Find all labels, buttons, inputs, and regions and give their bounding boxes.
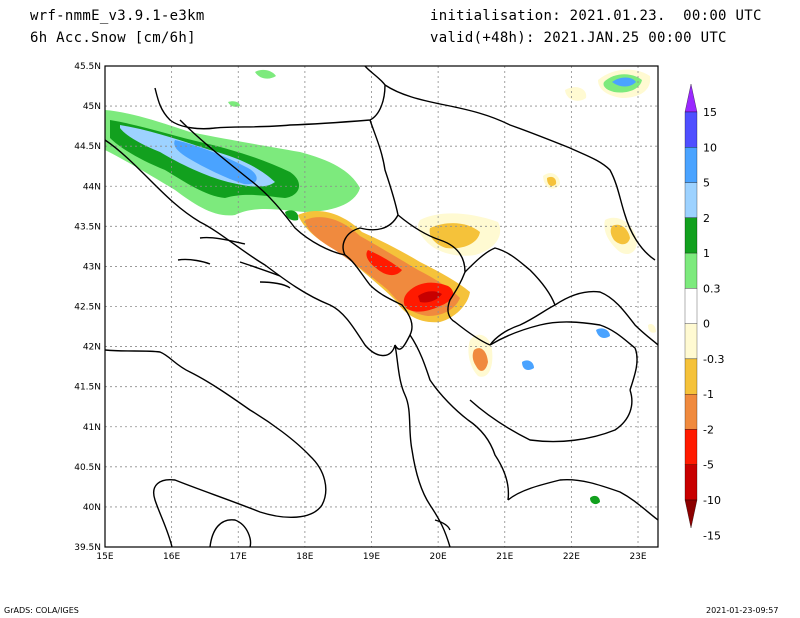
colorbar-label: 2: [703, 212, 710, 225]
lon-tick-label: 19E: [363, 552, 380, 562]
colorbar-label: -2: [703, 423, 714, 436]
colorbar-label: -0.3: [703, 353, 724, 366]
footer-right: 2021-01-23-09:57: [706, 606, 779, 615]
lat-tick-label: 40.5N: [74, 463, 101, 473]
lat-tick-label: 41.5N: [74, 383, 101, 393]
init-time: initialisation: 2021.01.23. 00:00 UTC: [430, 8, 762, 24]
colorbar-segment: [684, 147, 698, 183]
colorbar-segment: [684, 358, 698, 395]
lon-tick-label: 16E: [163, 552, 180, 562]
colorbar-label: 0.3: [703, 282, 721, 295]
lat-tick-label: 44.5N: [74, 142, 101, 152]
colorbar-segment: [684, 429, 698, 465]
colorbar-segment: [684, 182, 698, 218]
lon-tick-label: 23E: [629, 552, 646, 562]
variable-name: 6h Acc.Snow [cm/6h]: [30, 30, 196, 46]
coast-corfu: [434, 519, 451, 531]
colorbar: 15 10 5 2 1 0.3 0 -0.3 -1 -2 -5 -10 -15: [684, 83, 724, 542]
border-kosovo-east: [464, 247, 556, 346]
italy-coast: [105, 349, 327, 547]
adriatic-coast-east: [105, 139, 451, 547]
colorbar-label: 15: [703, 106, 717, 119]
latitude-labels: 45.5N 45N 44.5N 44N 43.5N 43N 42.5N 42N 41.5N 41N…: [74, 62, 101, 553]
island-4: [239, 261, 281, 277]
model-name: wrf-nmmE_v3.9.1-e3km: [30, 8, 205, 24]
lon-tick-label: 17E: [230, 552, 247, 562]
border-greece: [507, 478, 658, 521]
colorbar-label: 10: [703, 141, 717, 154]
border-kosovo-west: [397, 214, 491, 346]
island-2: [177, 258, 211, 265]
lat-tick-label: 44N: [83, 182, 101, 192]
lat-tick-label: 45N: [83, 102, 101, 112]
colorbar-segment: [684, 252, 698, 289]
lon-tick-label: 22E: [563, 552, 580, 562]
border-albania-east: [409, 334, 510, 501]
colorbar-segment: [684, 394, 698, 430]
border-montenegro: [344, 254, 413, 350]
lat-tick-label: 42N: [83, 343, 101, 353]
border-bulgaria: [554, 290, 658, 346]
colorbar-segment: [684, 288, 698, 324]
colorbar-label: -10: [703, 494, 721, 507]
colorbar-label: -15: [703, 529, 721, 542]
colorbar-label: -1: [703, 388, 714, 401]
lat-tick-label: 40N: [83, 503, 101, 513]
lat-tick-label: 42.5N: [74, 303, 101, 313]
lat-tick-label: 43N: [83, 262, 101, 272]
border-macedonia: [489, 321, 638, 391]
colorbar-segment: [684, 217, 698, 254]
lon-tick-label: 15E: [96, 552, 113, 562]
colorbar-label: -5: [703, 459, 714, 472]
island-1: [199, 236, 246, 245]
colorbar-segment: [684, 499, 698, 529]
lat-tick-label: 43.5N: [74, 222, 101, 232]
border-macedonia-south: [469, 389, 633, 443]
lat-tick-label: 41N: [83, 423, 101, 433]
snow-field: [105, 69, 656, 505]
lon-tick-label: 20E: [430, 552, 447, 562]
coastlines-borders: [105, 66, 658, 547]
colorbar-segment: [684, 83, 698, 113]
longitude-labels: 15E 16E 17E 18E 19E 20E 21E 22E 23E: [96, 552, 646, 562]
plot-frame: [104, 65, 659, 548]
colorbar-segment: [684, 464, 698, 501]
lon-tick-label: 18E: [296, 552, 313, 562]
border-serbia-east: [384, 84, 656, 261]
lon-tick-label: 21E: [496, 552, 513, 562]
colorbar-label: 0: [703, 318, 710, 331]
island-3: [259, 281, 291, 289]
colorbar-label: 5: [703, 177, 710, 190]
border-bosnia-west: [179, 119, 346, 256]
valid-time: valid(+48h): 2021.JAN.25 00:00 UTC: [430, 30, 727, 46]
lat-tick-label: 39.5N: [74, 543, 101, 553]
colorbar-segment: [684, 323, 698, 360]
italy-heel: [209, 519, 252, 547]
colorbar-segment: [684, 111, 698, 148]
colorbar-label: 1: [703, 247, 710, 260]
lat-tick-label: 45.5N: [74, 62, 101, 72]
footer-left: GrADS: COLA/IGES: [4, 606, 79, 615]
